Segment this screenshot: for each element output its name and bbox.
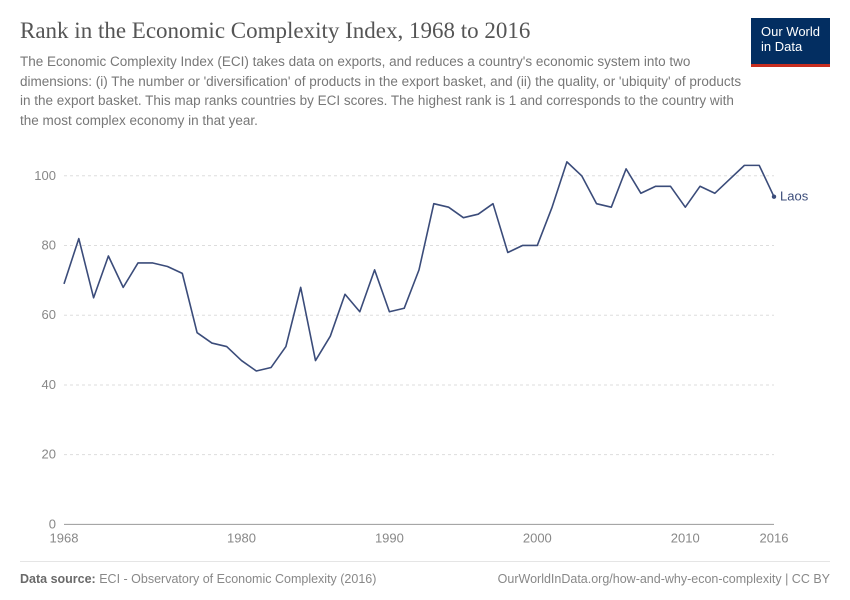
chart-plot-area: 0 20 40 60 80 100 1968 1980 1990 2000 2010 2016 Laos xyxy=(20,146,830,555)
license: CC BY xyxy=(792,572,830,586)
source-label: Data source: xyxy=(20,572,96,586)
logo-line1: Our World xyxy=(761,24,820,39)
y-axis-label: 20 xyxy=(42,447,56,462)
owid-logo: Our World in Data xyxy=(751,18,830,67)
y-axis-label: 0 xyxy=(49,517,56,532)
source-text: ECI - Observatory of Economic Complexity… xyxy=(99,572,376,586)
chart-title: Rank in the Economic Complexity Index, 1… xyxy=(20,18,751,44)
chart-container: Rank in the Economic Complexity Index, 1… xyxy=(0,0,850,600)
source-link: OurWorldInData.org/how-and-why-econ-comp… xyxy=(498,572,782,586)
x-axis-label: 2016 xyxy=(760,531,789,546)
x-axis-label: 1990 xyxy=(375,531,404,546)
attribution: OurWorldInData.org/how-and-why-econ-comp… xyxy=(498,572,830,586)
series-line-laos xyxy=(64,162,774,371)
y-axis-label: 80 xyxy=(42,238,56,253)
header: Rank in the Economic Complexity Index, 1… xyxy=(20,18,830,130)
line-chart-svg: 0 20 40 60 80 100 1968 1980 1990 2000 2010 2016 Laos xyxy=(20,146,830,555)
y-axis-label: 60 xyxy=(42,307,56,322)
x-axis-label: 2000 xyxy=(523,531,552,546)
x-axis-label: 1980 xyxy=(227,531,256,546)
series-end-marker xyxy=(772,195,776,199)
data-source: Data source: ECI - Observatory of Econom… xyxy=(20,572,376,586)
series-label-laos: Laos xyxy=(780,189,809,204)
chart-subtitle: The Economic Complexity Index (ECI) take… xyxy=(20,52,751,130)
logo-line2: in Data xyxy=(761,39,802,54)
y-axis-label: 100 xyxy=(34,168,56,183)
header-text: Rank in the Economic Complexity Index, 1… xyxy=(20,18,751,130)
footer: Data source: ECI - Observatory of Econom… xyxy=(20,561,830,586)
y-axis-label: 40 xyxy=(42,377,56,392)
x-axis-label: 1968 xyxy=(50,531,79,546)
x-axis-label: 2010 xyxy=(671,531,700,546)
